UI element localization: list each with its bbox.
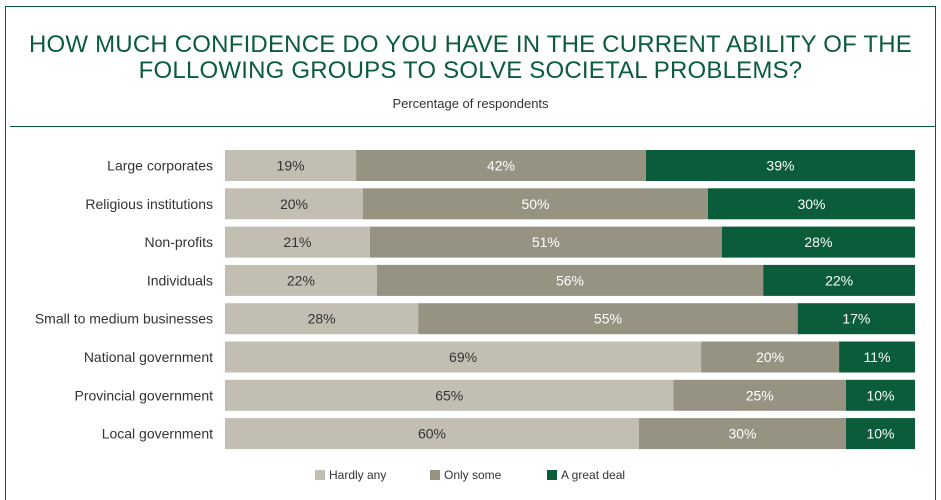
legend-swatch-only-some [430, 470, 440, 480]
category-label-religious-institutions: Religious institutions [85, 196, 213, 212]
bar-hardly-any-large-corporates [225, 150, 357, 181]
bar-a-great-deal-provincial-government [846, 379, 915, 411]
category-label-large-corporates: Large corporates [107, 158, 213, 174]
legend-label-only-some: Only some [444, 468, 502, 482]
data-label-a-great-deal-local-government: 10% [866, 426, 894, 442]
category-label-provincial-government: Provincial government [74, 387, 213, 403]
bar-only-some-individuals [376, 264, 764, 296]
data-label-only-some-small-to-medium-businesses: 55% [594, 311, 622, 327]
legend-swatch-hardly-any [315, 470, 325, 480]
bar-hardly-any-small-to-medium-businesses [225, 303, 419, 335]
data-label-a-great-deal-national-government: 11% [864, 349, 891, 365]
data-label-only-some-large-corporates: 42% [487, 158, 515, 174]
data-label-a-great-deal-small-to-medium-businesses: 17% [842, 311, 870, 327]
bar-only-some-small-to-medium-businesses [418, 303, 798, 335]
chart-title: HOW MUCH CONFIDENCE DO YOU HAVE IN THE C… [29, 31, 912, 84]
bar-a-great-deal-national-government [839, 341, 915, 373]
data-label-only-some-non-profits: 51% [532, 234, 560, 250]
bar-a-great-deal-small-to-medium-businesses [797, 303, 915, 335]
bar-hardly-any-national-government [225, 341, 702, 373]
legend-swatch-a-great-deal [547, 470, 557, 480]
legend-label-a-great-deal: A great deal [561, 468, 625, 482]
category-label-national-government: National government [84, 349, 213, 365]
data-label-hardly-any-individuals: 22% [287, 272, 315, 288]
bar-hardly-any-local-government [225, 418, 639, 450]
data-label-only-some-national-government: 20% [756, 349, 784, 365]
data-label-a-great-deal-religious-institutions: 30% [797, 196, 825, 212]
bar-a-great-deal-individuals [763, 264, 915, 296]
data-label-only-some-provincial-government: 25% [746, 387, 774, 403]
data-label-only-some-religious-institutions: 50% [521, 196, 549, 212]
bar-only-some-non-profits [369, 226, 722, 258]
title-divider [10, 126, 935, 127]
data-label-hardly-any-non-profits: 21% [283, 234, 311, 250]
chart-subtitle: Percentage of respondents [392, 96, 549, 111]
category-label-small-to-medium-businesses: Small to medium businesses [35, 311, 213, 327]
legend-label-hardly-any: Hardly any [329, 468, 386, 482]
bar-hardly-any-individuals [225, 264, 377, 296]
data-label-only-some-individuals: 56% [556, 272, 584, 288]
data-label-a-great-deal-non-profits: 28% [804, 234, 832, 250]
bar-hardly-any-religious-institutions [225, 188, 363, 220]
bar-only-some-religious-institutions [363, 188, 708, 220]
data-label-hardly-any-religious-institutions: 20% [280, 196, 308, 212]
bar-only-some-provincial-government [673, 379, 846, 411]
bar-hardly-any-non-profits [225, 226, 370, 258]
data-label-hardly-any-small-to-medium-businesses: 28% [308, 311, 336, 327]
data-label-a-great-deal-provincial-government: 10% [866, 387, 894, 403]
data-label-only-some-local-government: 30% [728, 426, 756, 442]
bar-a-great-deal-religious-institutions [708, 188, 915, 220]
data-label-hardly-any-large-corporates: 19% [277, 158, 305, 174]
bar-a-great-deal-non-profits [721, 226, 915, 258]
data-label-hardly-any-provincial-government: 65% [435, 387, 463, 403]
category-label-local-government: Local government [102, 426, 213, 442]
bar-only-some-local-government [639, 418, 846, 450]
category-label-individuals: Individuals [147, 272, 213, 288]
bar-only-some-national-government [701, 341, 840, 373]
data-label-a-great-deal-large-corporates: 39% [766, 158, 794, 174]
bar-only-some-large-corporates [356, 150, 646, 181]
bar-a-great-deal-large-corporates [645, 150, 915, 181]
data-label-hardly-any-national-government: 69% [449, 349, 477, 365]
data-label-hardly-any-local-government: 60% [418, 426, 446, 442]
bar-hardly-any-provincial-government [225, 379, 674, 411]
bar-a-great-deal-local-government [846, 418, 915, 450]
category-label-non-profits: Non-profits [145, 234, 213, 250]
data-label-a-great-deal-individuals: 22% [825, 272, 853, 288]
